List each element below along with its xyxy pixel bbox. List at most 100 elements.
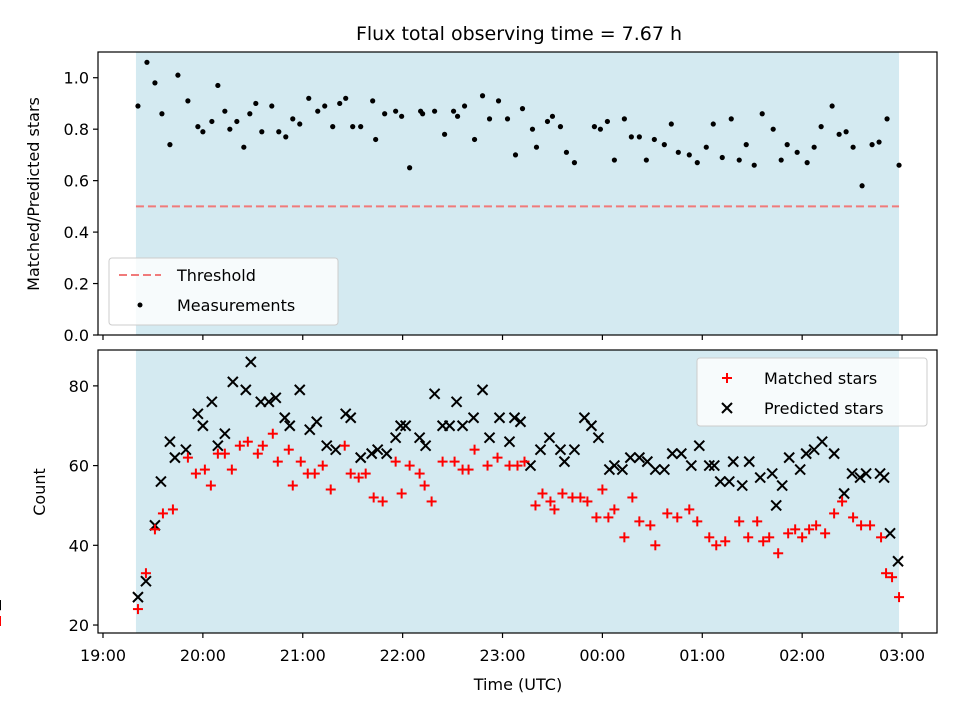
x-tick-label: 01:00 [679, 646, 725, 665]
measurement-point [200, 129, 206, 135]
measurement-point [859, 183, 865, 189]
measurement-point [471, 136, 478, 143]
measurement-point [643, 157, 649, 163]
predicted-point [860, 467, 872, 480]
predicted-point [419, 439, 432, 452]
predicted-point [754, 471, 766, 484]
predicted-point [838, 487, 850, 500]
measurement-point [597, 126, 604, 132]
predicted-point [197, 420, 209, 432]
predicted-point [206, 396, 218, 408]
matched-point [132, 604, 143, 615]
predicted-point [770, 499, 782, 512]
measurement-point [850, 144, 856, 150]
matched-point [283, 444, 294, 455]
measurement-point [636, 134, 642, 140]
measurement-point [259, 129, 265, 135]
measurement-point [283, 134, 289, 140]
matched-point [597, 484, 608, 495]
measurement-point [557, 124, 564, 130]
x-tick-label: 22:00 [380, 646, 426, 665]
measurement-point [135, 103, 141, 109]
bottom-y-tick-label: 60 [69, 457, 89, 476]
matched-point [396, 488, 407, 499]
measurement-point [751, 162, 757, 168]
predicted-point [164, 435, 176, 448]
matched-point [437, 456, 448, 467]
predicted-point [354, 451, 367, 464]
x-axis-label: Time (UTC) [473, 675, 562, 694]
matched-point [345, 468, 356, 479]
measurement-point [529, 126, 536, 132]
predicted-point [212, 439, 224, 452]
matched-point [537, 488, 548, 499]
threshold-legend-label: Threshold [176, 266, 256, 285]
matched-point [419, 480, 430, 491]
predicted-point [800, 447, 812, 460]
predicted-point [483, 431, 496, 444]
matched-point [377, 496, 388, 507]
x-tick-label: 21:00 [280, 646, 326, 665]
matched-point [764, 532, 775, 543]
matched-point [684, 504, 695, 515]
predicted-point [846, 467, 858, 480]
predicted-point [558, 455, 571, 468]
bottom-legend-box [696, 357, 928, 427]
predicted-point [723, 475, 735, 488]
predicted-point [467, 412, 480, 424]
matched-point [463, 464, 474, 475]
matched-point [512, 460, 523, 471]
matched-point [734, 516, 745, 527]
measurements-legend-label: Measurements [177, 296, 295, 315]
matched-point [390, 456, 401, 467]
x-tick-label: 23:00 [479, 646, 525, 665]
matched-point [752, 516, 763, 527]
matched-point [257, 440, 268, 451]
bottom-plot-frame [97, 349, 938, 634]
measurement-point [743, 142, 749, 148]
measurement-point [519, 106, 526, 112]
matched-point [226, 464, 237, 475]
matched-point [609, 504, 620, 515]
measurement-point [330, 124, 336, 130]
measurement-point [628, 134, 634, 140]
measurement-point [533, 144, 540, 150]
matched-point [267, 428, 278, 439]
matched-point [426, 496, 437, 507]
matched-legend-swatch [722, 373, 732, 383]
measurement-point [350, 124, 356, 130]
measurement-point [611, 157, 617, 163]
top-y-tick-label: 0.4 [64, 223, 89, 242]
measurement-point [479, 93, 486, 99]
predicted-point [675, 447, 688, 460]
predicted-legend-marker [721, 402, 733, 414]
predicted-point [693, 439, 705, 452]
predicted-point [456, 420, 469, 432]
measurement-point [144, 59, 150, 65]
predicted-point [365, 447, 378, 460]
predicted-point [169, 451, 181, 464]
predicted-point [543, 431, 556, 444]
measurement-point [770, 126, 776, 132]
measurement-point [337, 100, 343, 107]
measurement-point [694, 160, 700, 166]
measurement-point [195, 124, 201, 130]
measurement-point [393, 108, 399, 114]
measurement-point [399, 113, 405, 119]
bottom-legend: Matched stars Predicted stars [696, 357, 928, 427]
matched-point [662, 508, 673, 519]
predicted-point [263, 396, 275, 408]
predicted-point [616, 463, 629, 476]
matched-point [353, 472, 364, 483]
matched-point [272, 456, 283, 467]
matched-point [205, 480, 216, 491]
matched-point [368, 492, 379, 503]
measurement-point [728, 116, 734, 122]
top-panel: 0.0 0.2 0.4 0.6 0.8 1.0 Matched/Predicted sta… [24, 51, 938, 345]
predicted-point [568, 443, 581, 456]
predicted-point [743, 455, 755, 468]
predicted-point [514, 416, 527, 428]
predicted-point [685, 459, 697, 472]
matched-legend-marker [722, 373, 732, 383]
